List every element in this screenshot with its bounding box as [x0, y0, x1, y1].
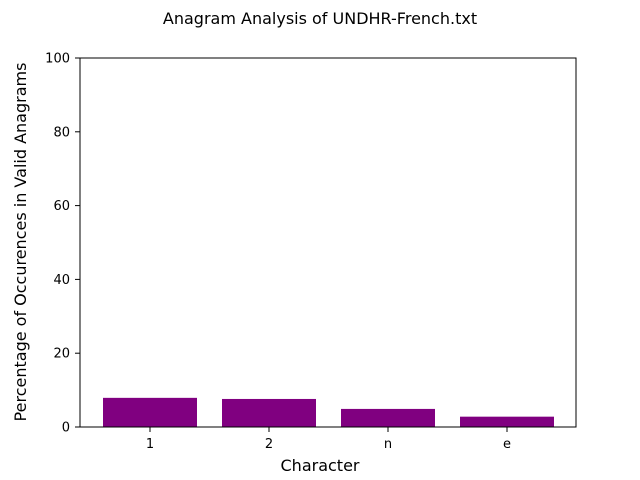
y-tick-label: 40: [53, 273, 70, 288]
chart-title: Anagram Analysis of UNDHR-French.txt: [163, 9, 477, 28]
x-tick-label: e: [503, 437, 511, 452]
bar-2: [222, 398, 316, 427]
y-tick-label: 60: [53, 199, 70, 214]
x-tick-label: 1: [146, 437, 154, 452]
bar-1: [103, 397, 197, 427]
y-axis-ticks: 0 20 40 60 80 100: [45, 52, 80, 436]
bar-e: [460, 416, 554, 427]
y-axis-label: Percentage of Occurences in Valid Anagra…: [11, 63, 30, 422]
plot-frame: [79, 57, 577, 428]
bars-group: [103, 397, 554, 427]
bar-n: [341, 408, 435, 427]
x-axis-label: Character: [281, 456, 360, 475]
y-tick-label: 80: [53, 125, 70, 140]
x-axis-ticks: 1 2 n e: [146, 427, 511, 452]
y-tick-label: 0: [62, 421, 70, 436]
y-tick-label: 100: [45, 52, 70, 67]
x-tick-label: 2: [265, 437, 273, 452]
y-tick-label: 20: [53, 347, 70, 362]
x-tick-label: n: [384, 437, 392, 452]
